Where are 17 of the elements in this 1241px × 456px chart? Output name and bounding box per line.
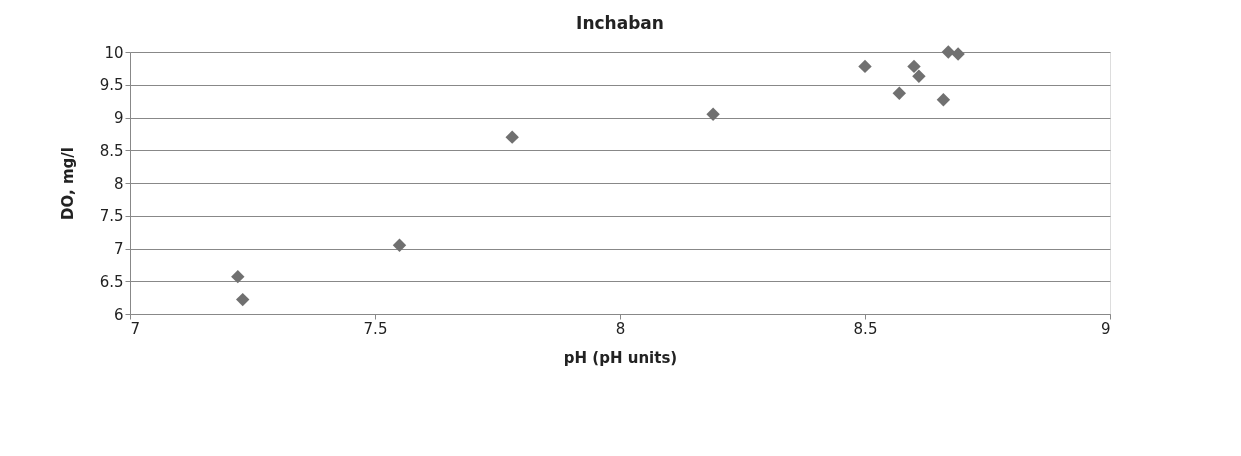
- x-tick-label: 9: [1100, 319, 1111, 338]
- y-tick-label: 8: [113, 174, 124, 193]
- x-tick-label: 8: [615, 319, 626, 338]
- y-tick-label: 9: [113, 109, 124, 127]
- x-tick-label: 7.5: [363, 319, 388, 338]
- y-tick-label: 10: [104, 43, 124, 62]
- y-tick-label: 9.5: [99, 76, 124, 95]
- x-axis-title: pH (pH units): [563, 348, 678, 367]
- y-tick-label: 8.5: [99, 141, 124, 160]
- chart-title: Inchaban: [576, 13, 664, 33]
- y-tick-label: 6.5: [99, 272, 124, 291]
- y-axis-title: DO, mg/l: [58, 147, 77, 220]
- x-tick-label: 7: [130, 319, 141, 338]
- y-tick-label: 7.5: [99, 207, 124, 226]
- y-tick-label: 7: [113, 240, 124, 258]
- x-tick-label: 8.5: [853, 319, 878, 338]
- y-tick-label: 6: [113, 305, 124, 324]
